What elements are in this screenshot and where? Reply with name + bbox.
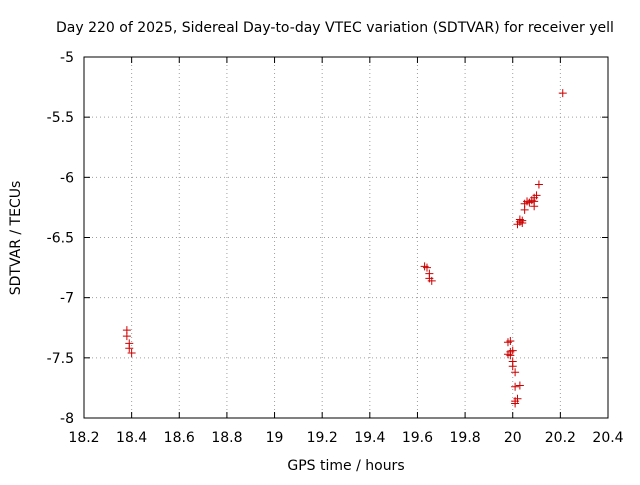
data-point xyxy=(427,276,436,285)
data-point xyxy=(511,399,520,408)
data-point xyxy=(534,180,543,189)
x-tick-label: 19.8 xyxy=(450,430,481,446)
y-tick-label: -8 xyxy=(60,411,74,427)
data-point xyxy=(422,263,431,272)
y-tick-label: -7 xyxy=(60,291,74,307)
data-point xyxy=(532,191,541,200)
data-point xyxy=(508,346,517,355)
x-tick-label: 20.2 xyxy=(545,430,576,446)
data-point xyxy=(506,336,515,345)
y-tick-label: -7.5 xyxy=(47,351,74,367)
y-tick-label: -6 xyxy=(60,170,74,186)
y-tick-label: -6.5 xyxy=(47,231,74,247)
data-point xyxy=(518,219,527,228)
x-tick-label: 19.6 xyxy=(402,430,433,446)
data-point xyxy=(511,368,520,377)
grid-layer xyxy=(84,57,608,418)
data-point xyxy=(122,332,131,341)
data-point xyxy=(127,349,136,358)
y-tick-label: -5 xyxy=(60,50,74,66)
x-tick-label: 19.2 xyxy=(307,430,338,446)
x-tick-label: 20.4 xyxy=(592,430,623,446)
data-point xyxy=(515,381,524,390)
y-tick-label: -5.5 xyxy=(47,110,74,126)
data-point xyxy=(125,344,134,353)
ticks-layer: 18.2 18.4 18.6 18.8 19 19.2 19.4 19.6 19.8 20 20.2… xyxy=(47,50,624,446)
x-tick-label: 18.8 xyxy=(211,430,242,446)
data-points xyxy=(122,89,567,408)
data-point xyxy=(530,202,539,211)
x-tick-label: 18.6 xyxy=(164,430,195,446)
x-tick-label: 18.2 xyxy=(68,430,99,446)
x-tick-label: 19.4 xyxy=(354,430,385,446)
data-point xyxy=(508,362,517,371)
data-point xyxy=(503,350,512,359)
data-point xyxy=(558,89,567,98)
x-tick-label: 18.4 xyxy=(116,430,147,446)
chart-title: Day 220 of 2025, Sidereal Day-to-day VTE… xyxy=(56,20,614,36)
data-point xyxy=(511,382,520,391)
x-axis-label: GPS time / hours xyxy=(287,458,404,474)
x-tick-label: 20 xyxy=(504,430,522,446)
y-axis-label: SDTVAR / TECUs xyxy=(8,181,24,296)
x-tick-label: 19 xyxy=(266,430,284,446)
